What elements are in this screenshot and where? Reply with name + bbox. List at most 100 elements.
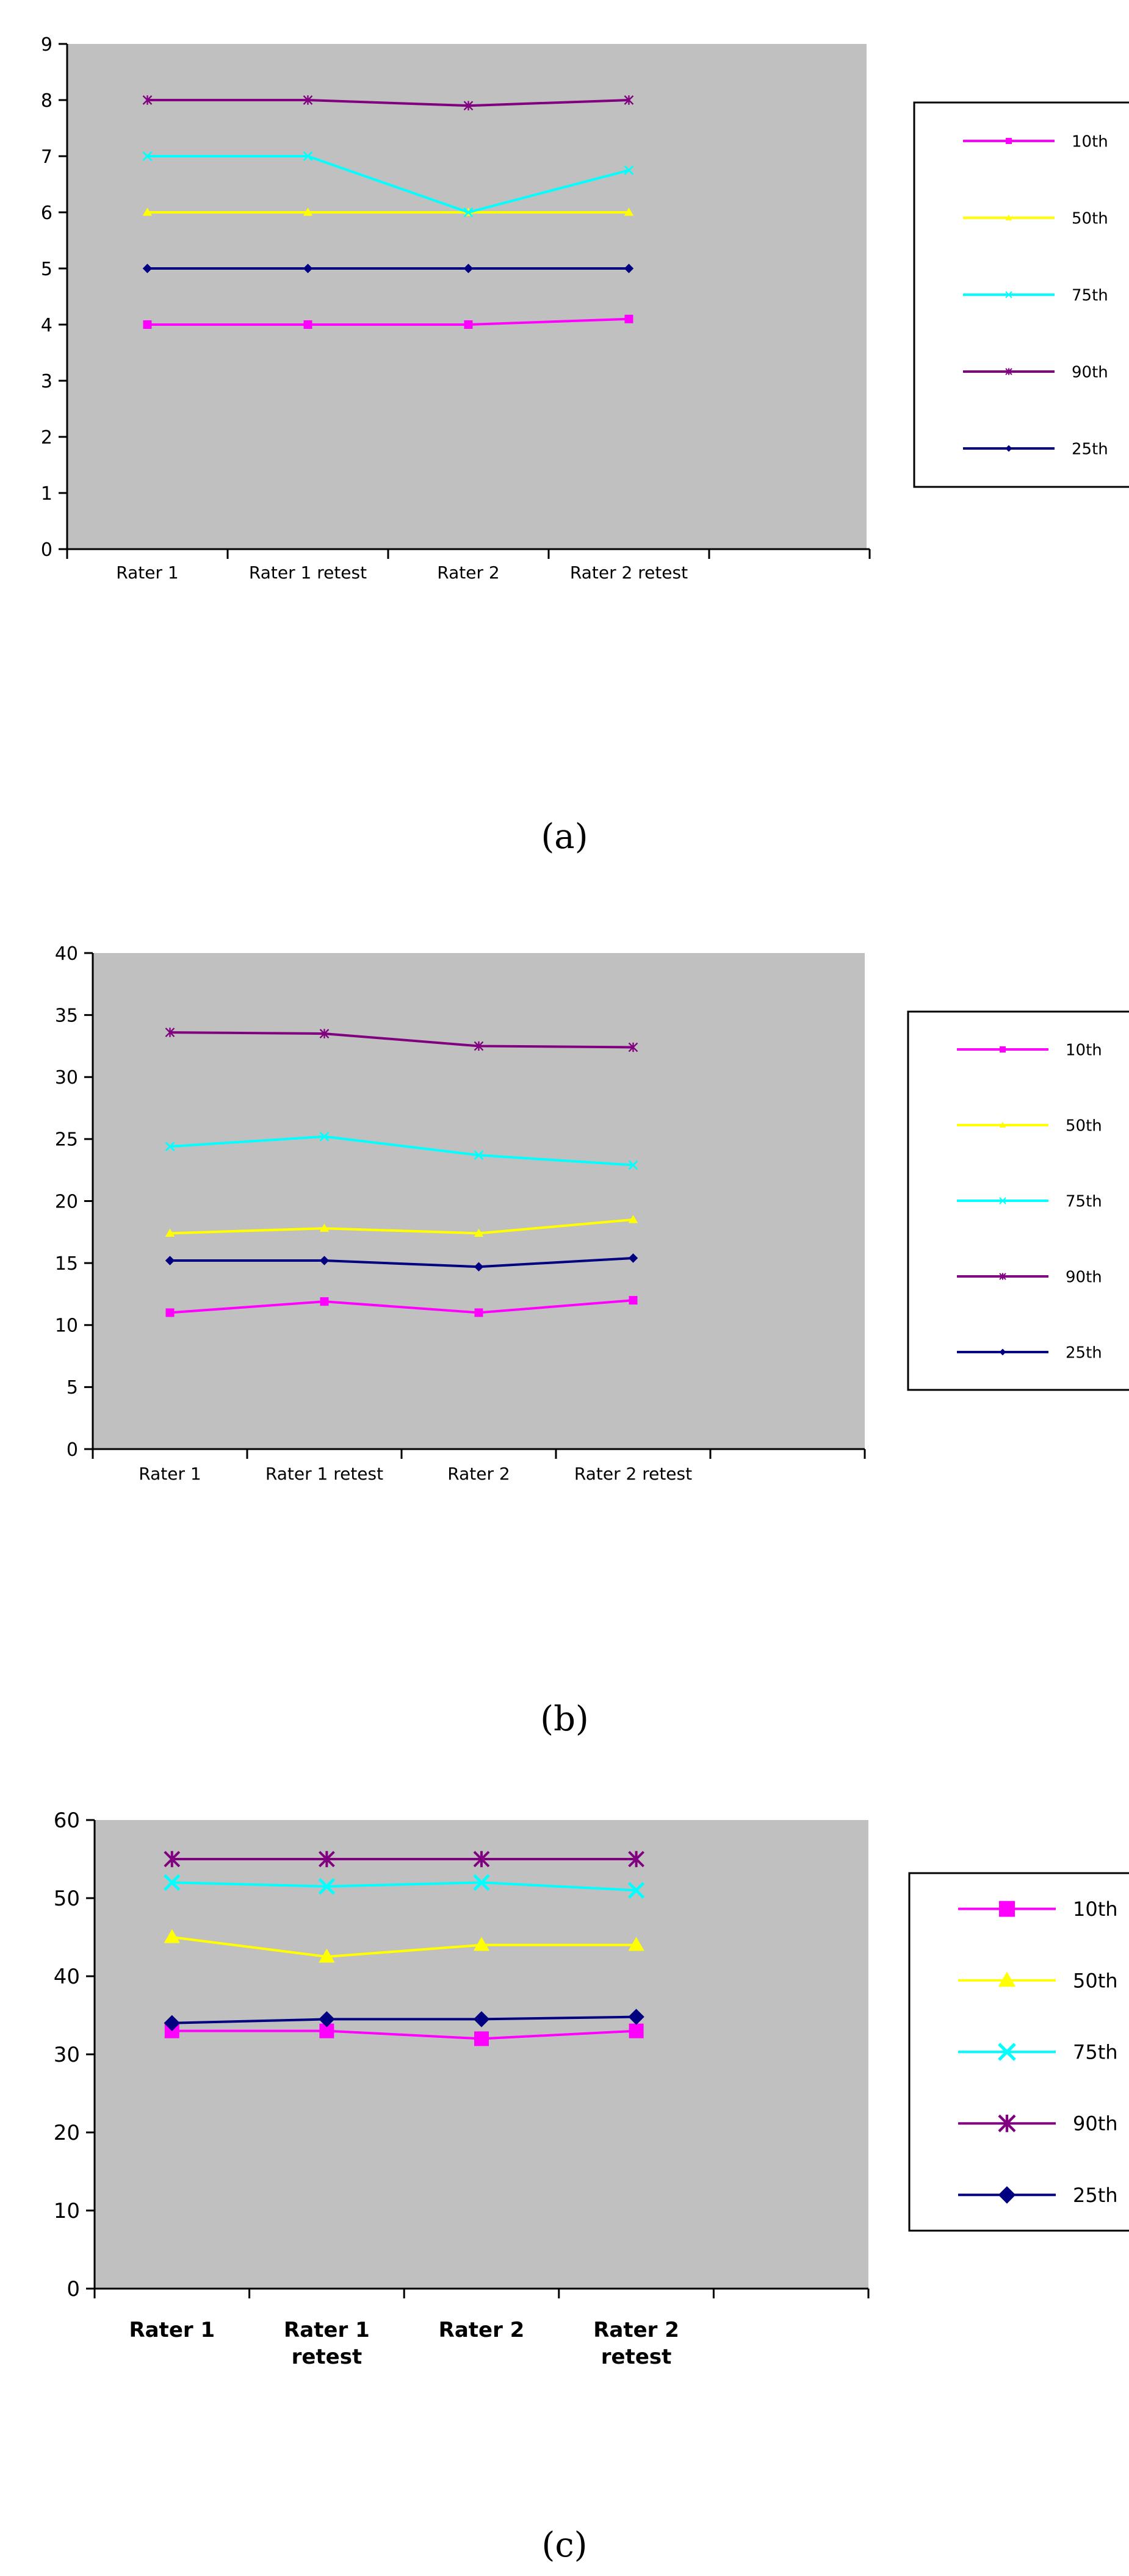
legend-marker-50th [1005,214,1012,220]
series-25th [165,1253,638,1272]
x-tick-label: Rater 2 retest [570,563,688,583]
y-tick-label: 40 [54,1965,80,1989]
data-point-90th [624,95,634,105]
data-point-75th [142,151,153,161]
x-tick-label-line: Rater 2 [439,2318,525,2342]
series-line-75th [147,155,630,214]
legend-marker-25th [998,2186,1016,2204]
series-line-90th [170,1031,633,1049]
panel-caption: (c) [541,2525,587,2565]
legend-label-10th: 10th [1072,132,1108,151]
data-point-10th [165,1308,175,1317]
series-line-10th [147,317,629,326]
x-tick-label-line: Rater 1 [284,2318,370,2342]
data-point-10th [629,1296,638,1305]
data-point-50th [319,1948,335,1963]
data-point-50th [164,1929,180,1943]
y-tick-label: 5 [67,1377,78,1398]
data-point-50th [303,207,313,216]
legend-marker-10th [1006,138,1012,144]
legend: 10th 50th 75th 90th 25th [907,1010,1129,1391]
data-point-50th [624,207,634,216]
series-line-50th [170,1218,633,1235]
data-point-90th [164,1851,181,1868]
data-point-75th [463,207,474,217]
x-tick-label: Rater 1 [116,563,178,583]
series-line-10th [170,1299,633,1314]
series-line-90th [147,99,629,107]
x-tick-label-line: retest [292,2345,363,2369]
legend-label-50th: 50th [1073,1969,1118,1992]
x-tick-label: Rater 2 retest [593,2318,679,2369]
data-point-10th [474,1308,483,1317]
series-75th [164,1874,645,1899]
legend: 10th 50th 75th 90th 25th [908,1872,1129,2232]
y-tick-label: 40 [55,943,78,965]
data-point-50th [319,1223,330,1232]
y-tick-label: 2 [41,427,52,448]
data-point-50th [628,1215,638,1223]
legend-label-10th: 10th [1066,1041,1102,1059]
y-tick-label: 0 [41,539,52,561]
data-point-90th [628,1851,645,1868]
legend-label-75th: 75th [1066,1192,1102,1211]
y-tick-label: 0 [67,1439,78,1461]
y-tick-label: 1 [41,483,52,505]
data-point-25th [624,264,634,273]
x-tick-label: Rater 2 [447,1464,510,1484]
series-90th [142,95,634,111]
legend-marker-50th [998,1971,1016,1987]
legend-marker-10th [999,1901,1015,1917]
data-point-10th [464,320,473,329]
data-point-10th [303,320,312,329]
y-tick-label: 50 [54,1887,80,1911]
series-line-75th [171,1881,637,1892]
data-point-75th [473,1874,490,1891]
legend-label-90th: 90th [1066,1268,1102,1286]
legend-label-75th: 75th [1073,2041,1118,2064]
legend: 10th 50th 75th 90th 25th [913,101,1129,488]
legend-marker-75th [998,2043,1016,2061]
legend-label-25th: 25th [1066,1344,1102,1362]
data-point-25th [628,1253,638,1263]
data-point-50th [628,1937,644,1951]
chart-panel-a: 0 1 2 3 4 5 6 7 8 9 Rater 1 Rater 1 retest Rater 2 Ra… [41,34,1129,857]
y-tick-label: 9 [41,34,52,56]
y-tick-label: 60 [54,1808,80,1833]
y-tick-label: 25 [55,1129,78,1151]
series-line-75th [170,1135,633,1167]
data-point-10th [624,314,633,323]
series-10th [143,314,633,329]
data-point-25th [164,2015,180,2031]
legend-label-10th: 10th [1073,1898,1118,1921]
y-tick-label: 6 [41,203,52,224]
legend-marker-10th [1000,1046,1006,1052]
x-tick-label-line: Rater 2 [593,2318,679,2342]
y-tick-label: 7 [41,146,52,168]
data-point-50th [142,207,153,216]
data-point-90th [473,1851,490,1868]
legend-label-50th: 50th [1066,1117,1102,1135]
data-point-75th [318,1878,336,1895]
data-point-50th [474,1228,484,1237]
data-point-75th [303,151,313,161]
x-tick-label: Rater 2 retest [574,1464,692,1484]
data-point-75th [165,1142,175,1152]
legend-marker-90th [1005,368,1012,375]
plot-area [67,44,867,549]
data-point-25th [303,264,313,273]
data-point-50th [165,1228,175,1237]
legend-label-90th: 90th [1072,363,1108,381]
legend-label-50th: 50th [1072,209,1108,228]
series-90th [164,1851,645,1868]
x-tick-label: Rater 2 [437,563,499,583]
chart-panel-b: 0 5 10 15 20 25 30 35 40 Rater 1 Rater 1 retest Rat… [55,943,1129,1739]
legend-marker-75th [1005,291,1012,298]
y-tick-label: 30 [55,1067,78,1088]
y-tick-label: 15 [55,1253,78,1275]
data-point-50th [473,1937,490,1951]
data-point-75th [474,1150,484,1160]
data-point-10th [629,2023,644,2038]
